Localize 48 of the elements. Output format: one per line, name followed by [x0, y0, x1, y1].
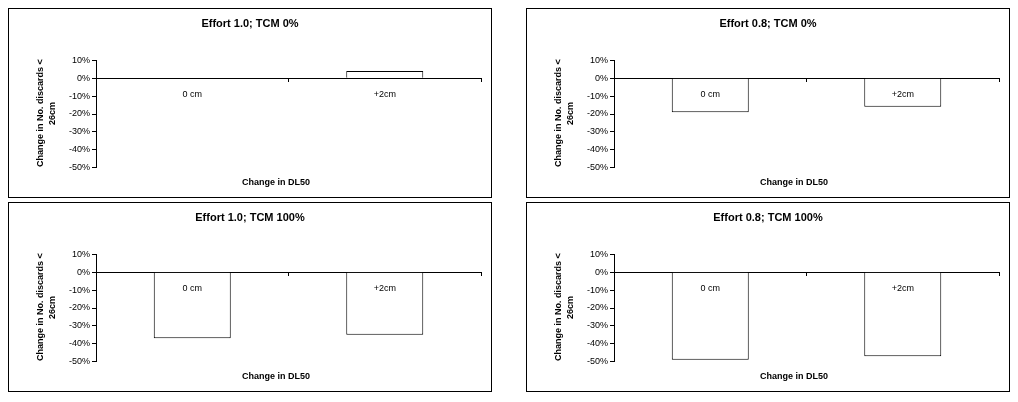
y-tick-label: -20% — [586, 302, 609, 313]
y-tick-label: 10% — [589, 248, 609, 259]
y-axis-title: Change in No. discards < 26cm — [552, 58, 576, 169]
y-tick-label: 10% — [71, 54, 91, 65]
x-axis-title: Change in DL50 — [759, 371, 829, 381]
x-axis-title: Change in DL50 — [241, 371, 311, 381]
x-tick-label: +2cm — [373, 89, 396, 100]
y-axis-title: Change in No. discards < 26cm — [552, 252, 576, 363]
y-tick-label: 10% — [71, 248, 91, 259]
x-tick-label: +2cm — [373, 283, 396, 294]
x-tick-label: +2cm — [891, 283, 914, 294]
y-tick-label: -40% — [586, 144, 609, 155]
x-tick-label: 0 cm — [182, 89, 203, 100]
y-tick-label: -20% — [68, 108, 91, 119]
y-tick-label: -50% — [68, 356, 91, 367]
y-tick-label: -30% — [586, 126, 609, 137]
y-tick-label: 0% — [76, 72, 91, 83]
y-tick-label: -50% — [586, 356, 609, 367]
y-tick-label: 0% — [76, 266, 91, 277]
y-tick-label: -30% — [68, 126, 91, 137]
y-tick-label: -50% — [68, 162, 91, 173]
y-tick-label: 0% — [594, 72, 609, 83]
y-tick-label: -40% — [68, 338, 91, 349]
y-tick-label: -10% — [68, 284, 91, 295]
chart-title: Effort 0.8; TCM 0% — [718, 17, 818, 29]
y-tick-label: -30% — [68, 320, 91, 331]
y-tick-label: -50% — [586, 162, 609, 173]
y-tick-label: -20% — [586, 108, 609, 119]
y-tick-label: 0% — [594, 266, 609, 277]
x-tick-label: 0 cm — [700, 89, 721, 100]
y-tick-label: -20% — [68, 302, 91, 313]
x-axis-title: Change in DL50 — [759, 177, 829, 187]
x-tick-label: +2cm — [891, 89, 914, 100]
y-tick-label: -40% — [68, 144, 91, 155]
y-axis-title: Change in No. discards < 26cm — [34, 252, 58, 363]
y-tick-label: -30% — [586, 320, 609, 331]
x-tick-label: 0 cm — [182, 283, 203, 294]
y-tick-label: -10% — [586, 284, 609, 295]
chart-title: Effort 0.8; TCM 100% — [712, 211, 824, 223]
chart-title: Effort 1.0; TCM 100% — [194, 211, 306, 223]
x-tick-label: 0 cm — [700, 283, 721, 294]
y-tick-label: 10% — [589, 54, 609, 65]
x-axis-title: Change in DL50 — [241, 177, 311, 187]
chart-title: Effort 1.0; TCM 0% — [200, 17, 300, 29]
y-tick-label: -10% — [586, 90, 609, 101]
y-tick-label: -10% — [68, 90, 91, 101]
y-tick-label: -40% — [586, 338, 609, 349]
y-axis-title: Change in No. discards < 26cm — [34, 58, 58, 169]
